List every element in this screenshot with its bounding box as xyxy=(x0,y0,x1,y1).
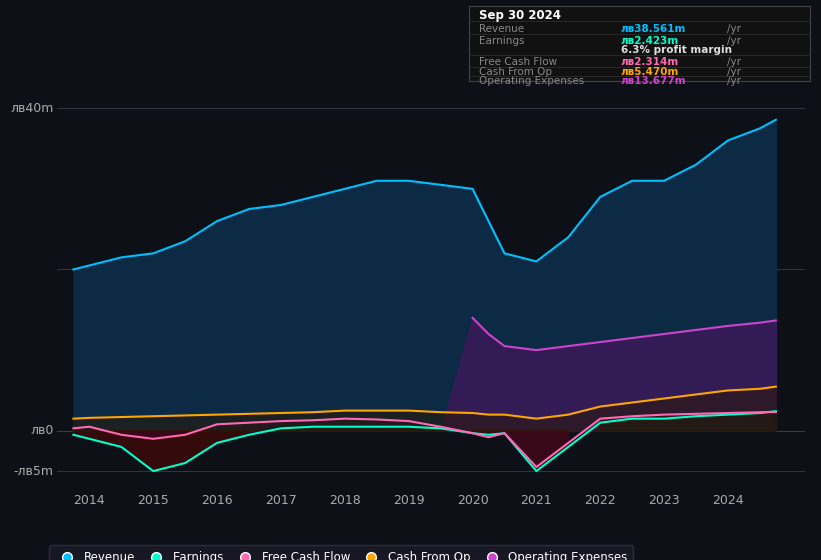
Text: лв38.561m: лв38.561m xyxy=(621,24,686,34)
Text: /yr: /yr xyxy=(727,24,741,34)
Text: лв5.470m: лв5.470m xyxy=(621,67,679,77)
Text: /yr: /yr xyxy=(727,67,741,77)
Text: Revenue: Revenue xyxy=(479,24,524,34)
Text: Free Cash Flow: Free Cash Flow xyxy=(479,57,557,67)
Text: Earnings: Earnings xyxy=(479,36,524,46)
Text: Cash From Op: Cash From Op xyxy=(479,67,552,77)
Text: лв2.314m: лв2.314m xyxy=(621,57,679,67)
Text: /yr: /yr xyxy=(727,76,741,86)
Text: Operating Expenses: Operating Expenses xyxy=(479,76,584,86)
Legend: Revenue, Earnings, Free Cash Flow, Cash From Op, Operating Expenses: Revenue, Earnings, Free Cash Flow, Cash … xyxy=(49,545,634,560)
Text: 6.3% profit margin: 6.3% profit margin xyxy=(621,45,732,55)
Text: лв2.423m: лв2.423m xyxy=(621,36,679,46)
Text: лв0: лв0 xyxy=(30,424,53,437)
Text: /yr: /yr xyxy=(727,36,741,46)
Text: -лв5m: -лв5m xyxy=(14,465,53,478)
Text: /yr: /yr xyxy=(727,57,741,67)
Text: лв40m: лв40m xyxy=(11,102,53,115)
Text: Sep 30 2024: Sep 30 2024 xyxy=(479,9,561,22)
Text: лв13.677m: лв13.677m xyxy=(621,76,686,86)
